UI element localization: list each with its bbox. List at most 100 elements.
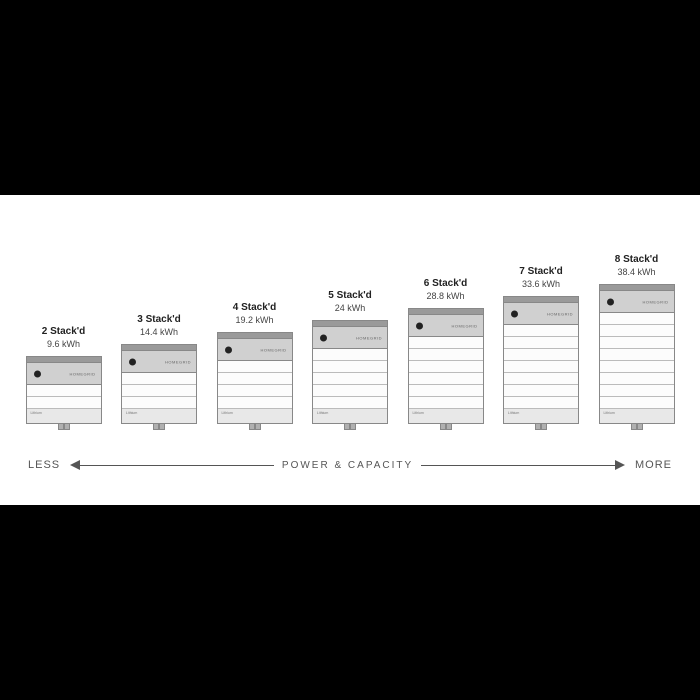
unit-base: Lithium xyxy=(600,409,674,423)
power-indicator-icon xyxy=(225,346,232,353)
stack-2: 2 Stack'd9.6 kWh HOMEGRID Lithium xyxy=(22,326,106,430)
stack-label: 2 Stack'd9.6 kWh xyxy=(42,326,86,350)
battery-unit: HOMEGRID Lithium xyxy=(26,356,102,424)
unit-base: Lithium xyxy=(27,409,101,423)
battery-unit: HOMEGRID Lithium xyxy=(121,344,197,424)
stack-capacity: 14.4 kWh xyxy=(137,327,181,338)
unit-control-panel: HOMEGRID xyxy=(27,363,101,385)
stack-7: 7 Stack'd33.6 kWh HOMEGRID Lithium xyxy=(499,266,583,430)
battery-module xyxy=(218,385,292,397)
unit-base: Lithium xyxy=(313,409,387,423)
stack-label: 4 Stack'd19.2 kWh xyxy=(233,302,277,326)
brand-text: HOMEGRID xyxy=(643,299,669,304)
stack-title: 2 Stack'd xyxy=(42,326,86,339)
base-text: Lithium xyxy=(413,411,424,415)
power-indicator-icon xyxy=(511,310,518,317)
battery-module xyxy=(313,361,387,373)
axis-arrow: POWER & CAPACITY xyxy=(70,458,625,472)
stack-label: 5 Stack'd24 kWh xyxy=(328,290,372,314)
base-text: Lithium xyxy=(222,411,233,415)
unit-feet xyxy=(245,424,265,430)
base-text: Lithium xyxy=(126,411,137,415)
unit-control-panel: HOMEGRID xyxy=(313,327,387,349)
battery-module xyxy=(218,373,292,385)
base-text: Lithium xyxy=(31,411,42,415)
unit-feet xyxy=(627,424,647,430)
unit-feet xyxy=(149,424,169,430)
unit-base: Lithium xyxy=(218,409,292,423)
battery-module xyxy=(122,385,196,397)
unit-base: Lithium xyxy=(409,409,483,423)
unit-control-panel: HOMEGRID xyxy=(218,339,292,361)
battery-module xyxy=(504,337,578,349)
unit-base: Lithium xyxy=(122,409,196,423)
capacity-axis: LESS POWER & CAPACITY MORE xyxy=(10,458,690,472)
battery-unit: HOMEGRID Lithium xyxy=(503,296,579,424)
stack-capacity: 9.6 kWh xyxy=(42,339,86,350)
power-indicator-icon xyxy=(416,322,423,329)
battery-module xyxy=(409,397,483,409)
battery-module xyxy=(409,361,483,373)
battery-module xyxy=(409,349,483,361)
axis-left-label: LESS xyxy=(28,459,60,471)
brand-text: HOMEGRID xyxy=(356,335,382,340)
stack-title: 6 Stack'd xyxy=(424,278,468,291)
base-text: Lithium xyxy=(604,411,615,415)
power-indicator-icon xyxy=(129,358,136,365)
battery-module xyxy=(600,361,674,373)
battery-unit: HOMEGRID Lithium xyxy=(599,284,675,424)
battery-module xyxy=(218,361,292,373)
battery-module xyxy=(504,349,578,361)
battery-module xyxy=(409,385,483,397)
axis-center-label: POWER & CAPACITY xyxy=(274,460,421,471)
stack-label: 6 Stack'd28.8 kWh xyxy=(424,278,468,302)
brand-text: HOMEGRID xyxy=(452,323,478,328)
battery-module xyxy=(600,325,674,337)
unit-base: Lithium xyxy=(504,409,578,423)
battery-module xyxy=(504,361,578,373)
unit-feet xyxy=(54,424,74,430)
stack-row: 2 Stack'd9.6 kWhHOMEGRIDLithium3 Stack'd… xyxy=(10,215,690,430)
battery-unit: HOMEGRID Lithium xyxy=(408,308,484,424)
battery-module xyxy=(504,325,578,337)
battery-module xyxy=(600,313,674,325)
stack-title: 4 Stack'd xyxy=(233,302,277,315)
battery-module xyxy=(218,397,292,409)
base-text: Lithium xyxy=(317,411,328,415)
power-indicator-icon xyxy=(34,370,41,377)
stack-6: 6 Stack'd28.8 kWh HOMEGRID Lithium xyxy=(404,278,488,430)
stack-4: 4 Stack'd19.2 kWh HOMEGRID Lithium xyxy=(213,302,297,430)
unit-control-panel: HOMEGRID xyxy=(600,291,674,313)
brand-text: HOMEGRID xyxy=(165,359,191,364)
battery-module xyxy=(313,397,387,409)
unit-control-panel: HOMEGRID xyxy=(122,351,196,373)
battery-module xyxy=(409,337,483,349)
battery-module xyxy=(27,397,101,409)
battery-module xyxy=(504,397,578,409)
unit-control-panel: HOMEGRID xyxy=(504,303,578,325)
battery-module xyxy=(313,385,387,397)
battery-module xyxy=(27,385,101,397)
battery-unit: HOMEGRID Lithium xyxy=(312,320,388,424)
stack-title: 7 Stack'd xyxy=(519,266,563,279)
battery-module xyxy=(600,349,674,361)
battery-module xyxy=(409,373,483,385)
battery-module xyxy=(122,397,196,409)
stack-capacity: 33.6 kWh xyxy=(519,279,563,290)
battery-module xyxy=(504,373,578,385)
stack-capacity: 19.2 kWh xyxy=(233,315,277,326)
stack-capacity: 38.4 kWh xyxy=(615,267,659,278)
stack-8: 8 Stack'd38.4 kWhHOMEGRIDLithium xyxy=(595,254,679,430)
power-indicator-icon xyxy=(607,298,614,305)
stack-label: 7 Stack'd33.6 kWh xyxy=(519,266,563,290)
stack-title: 3 Stack'd xyxy=(137,314,181,327)
brand-text: HOMEGRID xyxy=(261,347,287,352)
battery-module xyxy=(600,373,674,385)
battery-module xyxy=(313,349,387,361)
stack-3: 3 Stack'd14.4 kWh HOMEGRID Lithium xyxy=(117,314,201,430)
battery-module xyxy=(600,337,674,349)
battery-module xyxy=(600,397,674,409)
stack-capacity: 24 kWh xyxy=(328,303,372,314)
stack-title: 5 Stack'd xyxy=(328,290,372,303)
arrow-right-icon xyxy=(615,460,625,470)
